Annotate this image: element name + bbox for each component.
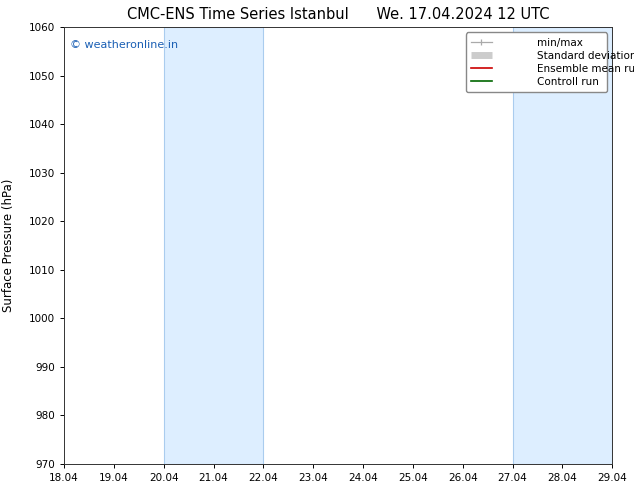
Bar <box>164 27 264 464</box>
Bar <box>512 27 612 464</box>
Title: CMC-ENS Time Series Istanbul      We. 17.04.2024 12 UTC: CMC-ENS Time Series Istanbul We. 17.04.2… <box>127 7 550 22</box>
Y-axis label: Surface Pressure (hPa): Surface Pressure (hPa) <box>2 179 15 312</box>
Legend: min/max, Standard deviation, Ensemble mean run, Controll run: min/max, Standard deviation, Ensemble me… <box>466 32 607 92</box>
Text: © weatheronline.in: © weatheronline.in <box>70 40 178 50</box>
